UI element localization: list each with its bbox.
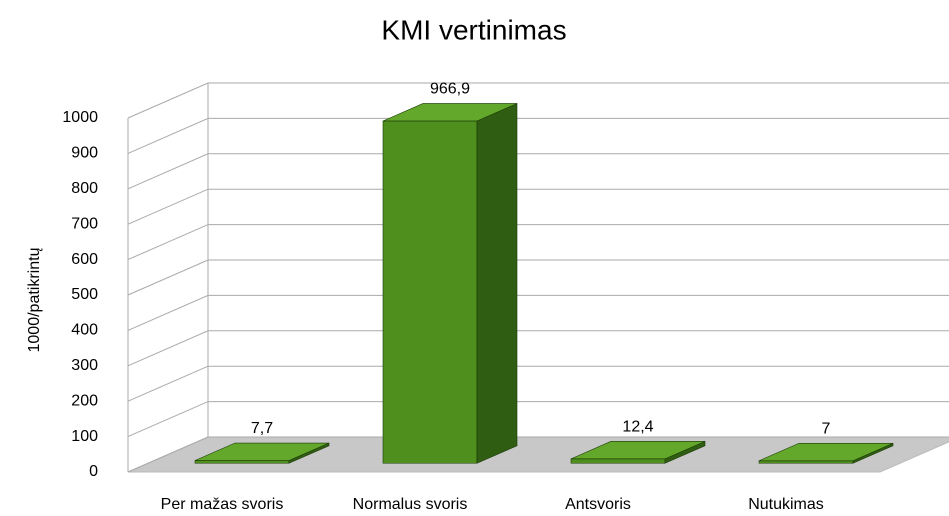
value-label: 12,4 [622, 419, 653, 436]
grid-line [127, 401, 949, 438]
y-tick-label: 300 [71, 357, 98, 374]
y-tick-label: 100 [71, 428, 98, 445]
bar [758, 442, 894, 464]
bar [194, 442, 330, 464]
bar-front [382, 120, 478, 464]
value-label: 966,9 [430, 81, 470, 98]
bar [382, 103, 518, 464]
chart-title: KMI vertinimas [381, 14, 566, 45]
grid-line [127, 82, 949, 119]
y-tick-label: 800 [71, 180, 98, 197]
value-label: 7 [822, 420, 831, 437]
grid-line [127, 330, 949, 367]
y-tick-label: 900 [71, 145, 98, 162]
bar [570, 440, 706, 464]
value-label: 7,7 [251, 420, 273, 437]
y-tick-label: 1000 [62, 109, 98, 126]
x-tick-label: Per mažas svoris [161, 496, 284, 513]
bar-front [570, 458, 666, 464]
x-tick-label: Antsvoris [565, 496, 631, 513]
y-tick-label: 400 [71, 322, 98, 339]
bar-top [570, 441, 706, 460]
grid-line [127, 259, 949, 296]
x-tick-label: Nutukimas [748, 496, 824, 513]
grid-line [127, 117, 949, 154]
y-tick-label: 700 [71, 215, 98, 232]
grid-line [127, 436, 949, 473]
y-tick-label: 0 [89, 463, 98, 480]
grid-line [127, 188, 949, 225]
bar-top [758, 442, 894, 462]
grid-line [127, 224, 949, 261]
y-axis-title: 1000/patikrintų [26, 247, 43, 352]
grid-line [127, 365, 949, 402]
bar-front [194, 460, 290, 464]
y-tick-label: 600 [71, 251, 98, 268]
grid-line [127, 153, 949, 190]
grid-line [127, 294, 949, 331]
bar-top [382, 103, 518, 122]
y-tick-label: 200 [71, 392, 98, 409]
y-tick-label: 500 [71, 286, 98, 303]
bar-front [758, 460, 854, 464]
x-tick-label: Normalus svoris [353, 496, 468, 513]
bar-top [194, 442, 330, 461]
bar-side [476, 103, 518, 464]
